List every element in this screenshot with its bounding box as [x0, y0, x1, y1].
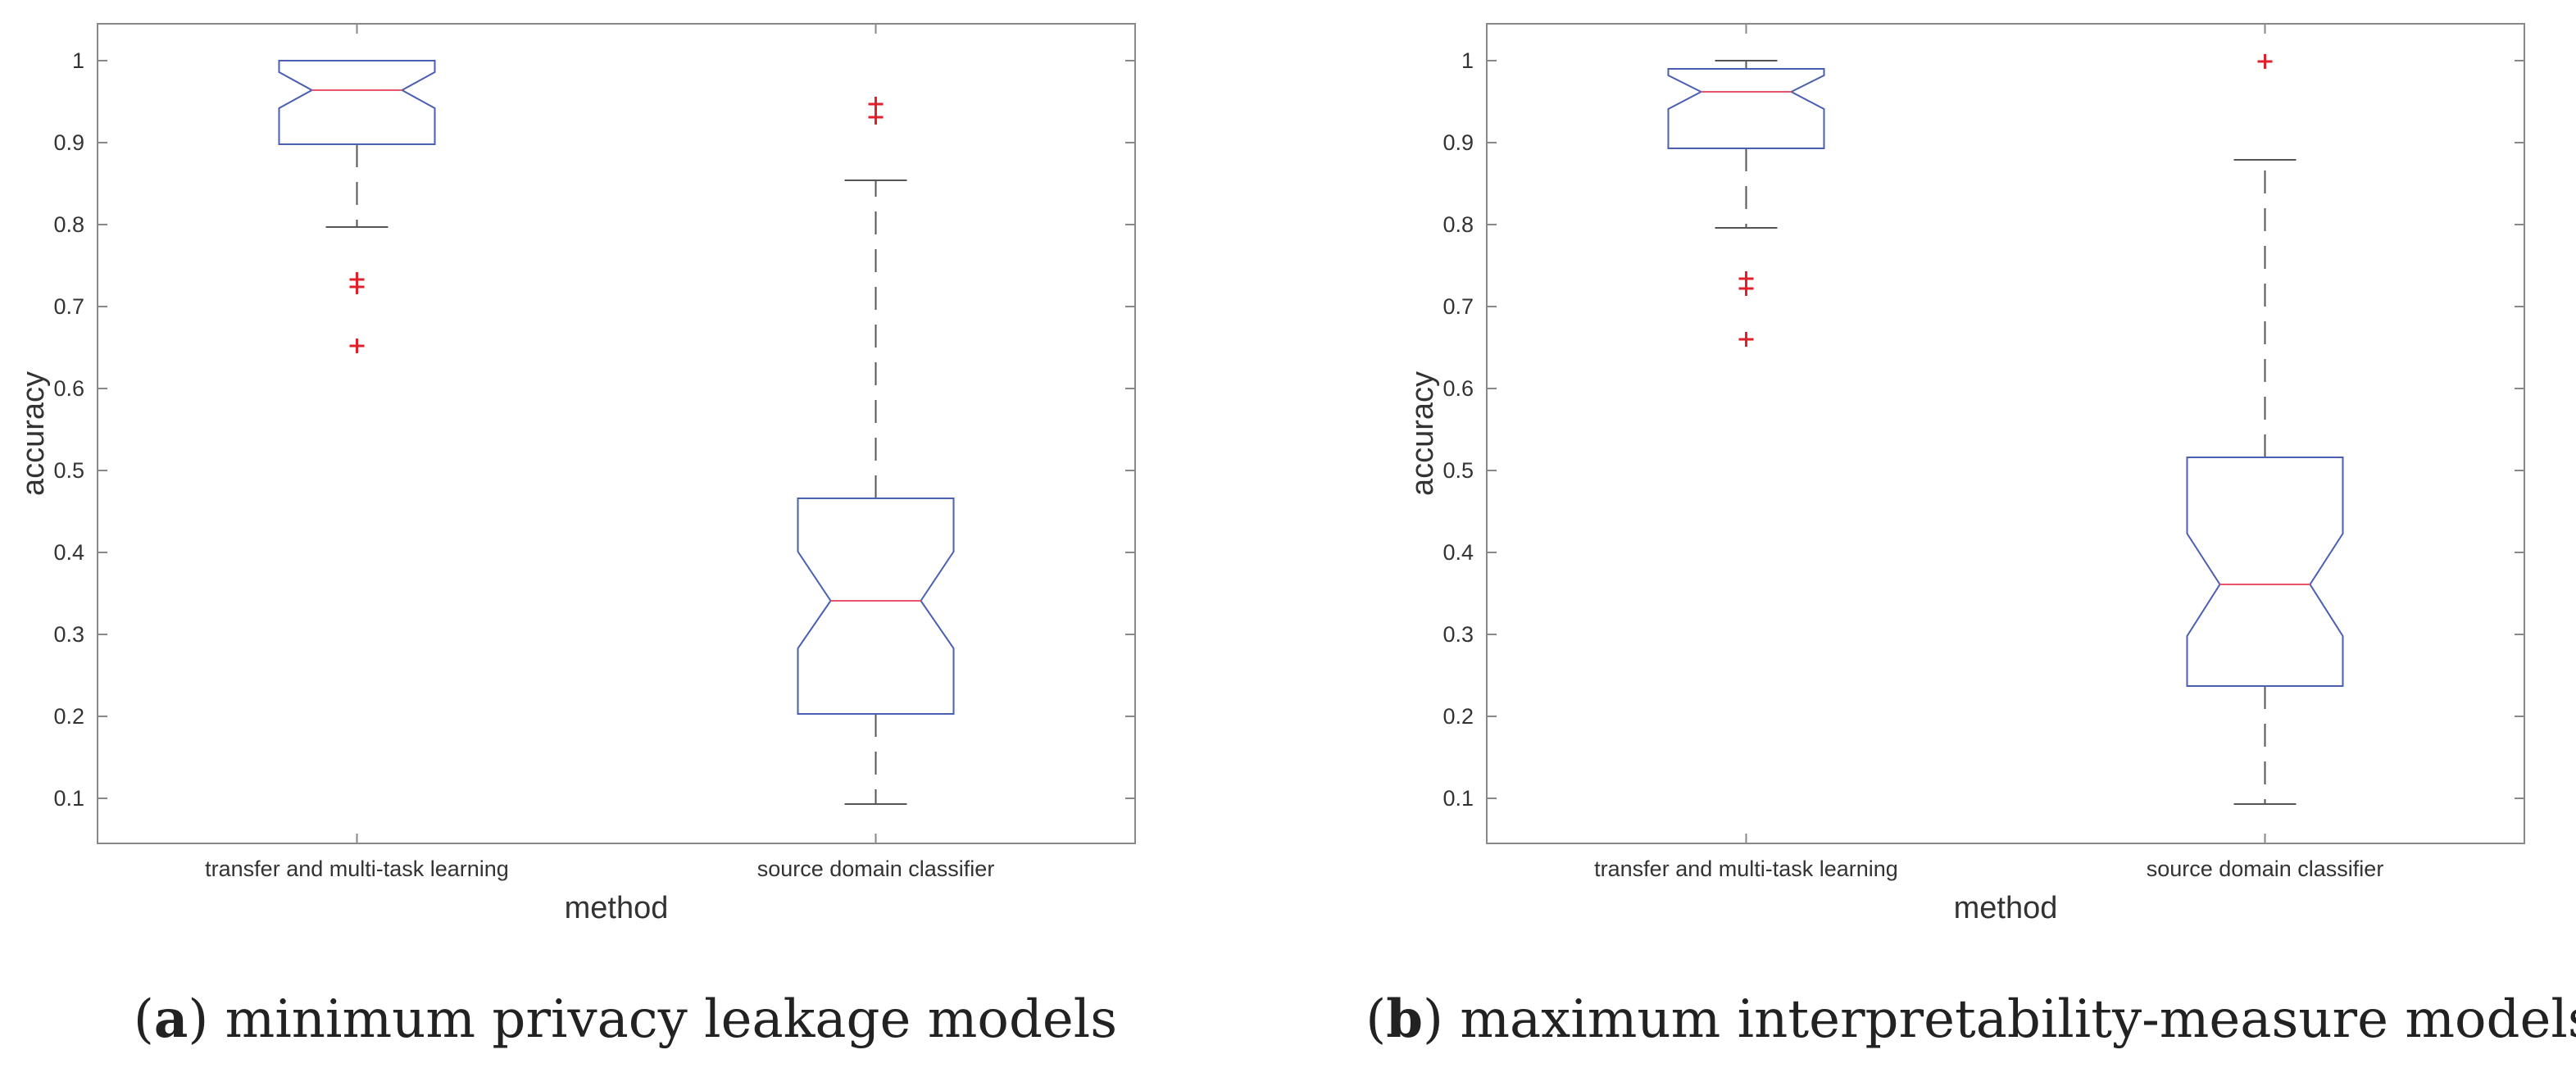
x-tick-label: source domain classifier	[2147, 857, 2384, 881]
y-tick-label: 0.4	[1442, 540, 1474, 565]
caption-a: (a) minimum privacy leakage models	[134, 988, 1117, 1050]
y-tick-label: 0.3	[53, 622, 84, 647]
y-axis-title-a: accuracy	[16, 371, 51, 496]
panel-b: 0.1 0.2 0.3 0.4 0.5 0.6 0.7 0.8 0.9 1 transfer an…	[1365, 23, 2576, 1050]
x-axis-title-b: method	[1954, 891, 2058, 925]
y-tick-label: 0.1	[1442, 786, 1474, 811]
x-tick-label: transfer and multi-task learning	[1594, 857, 1898, 881]
x-axis-b: transfer and multi-task learning source d…	[1594, 24, 2383, 881]
y-tick-label: 0.2	[1442, 704, 1474, 729]
x-tick-label: source domain classifier	[757, 857, 995, 881]
y-tick-label: 0.5	[53, 458, 84, 483]
y-tick-label: 0.6	[53, 376, 84, 401]
y-axis-b: 0.1 0.2 0.3 0.4 0.5 0.6 0.7 0.8 0.9 1	[1442, 48, 2524, 811]
x-axis-a: transfer and multi-task learning source d…	[205, 24, 994, 881]
box	[278, 60, 436, 145]
boxes-b	[1667, 54, 2344, 805]
boxes-a	[278, 60, 955, 805]
y-tick-label: 0.5	[1442, 458, 1474, 483]
y-tick-label: 0.9	[1442, 130, 1474, 155]
y-tick-label: 0.6	[1442, 376, 1474, 401]
y-tick-label: 1	[72, 48, 84, 73]
plot-area-b	[1486, 23, 2525, 844]
y-tick-label: 0.3	[1442, 622, 1474, 647]
y-axis-title-b: accuracy	[1406, 371, 1440, 496]
x-axis-title-a: method	[565, 891, 669, 925]
box	[1667, 68, 1825, 149]
y-tick-label: 1	[1461, 48, 1474, 73]
y-tick-label: 0.4	[53, 540, 84, 565]
x-tick-label: transfer and multi-task learning	[205, 857, 509, 881]
plot-area-a	[97, 23, 1136, 844]
y-tick-label: 0.9	[53, 130, 84, 155]
y-tick-label: 0.7	[1442, 294, 1474, 319]
y-tick-label: 0.8	[53, 212, 84, 237]
y-tick-label: 0.2	[53, 704, 84, 729]
y-axis-a: 0.1 0.2 0.3 0.4 0.5 0.6 0.7 0.8 0.9 1	[53, 48, 1135, 811]
y-tick-label: 0.1	[53, 786, 84, 811]
box	[797, 498, 955, 715]
caption-b: (b) maximum interpretability-measure mod…	[1365, 988, 2576, 1050]
y-tick-label: 0.8	[1442, 212, 1474, 237]
box	[2186, 457, 2344, 687]
y-tick-label: 0.7	[53, 294, 84, 319]
panel-a: 0.1 0.2 0.3 0.4 0.5 0.6 0.7 0.8 0.9 1 transfer an…	[16, 23, 1136, 1050]
